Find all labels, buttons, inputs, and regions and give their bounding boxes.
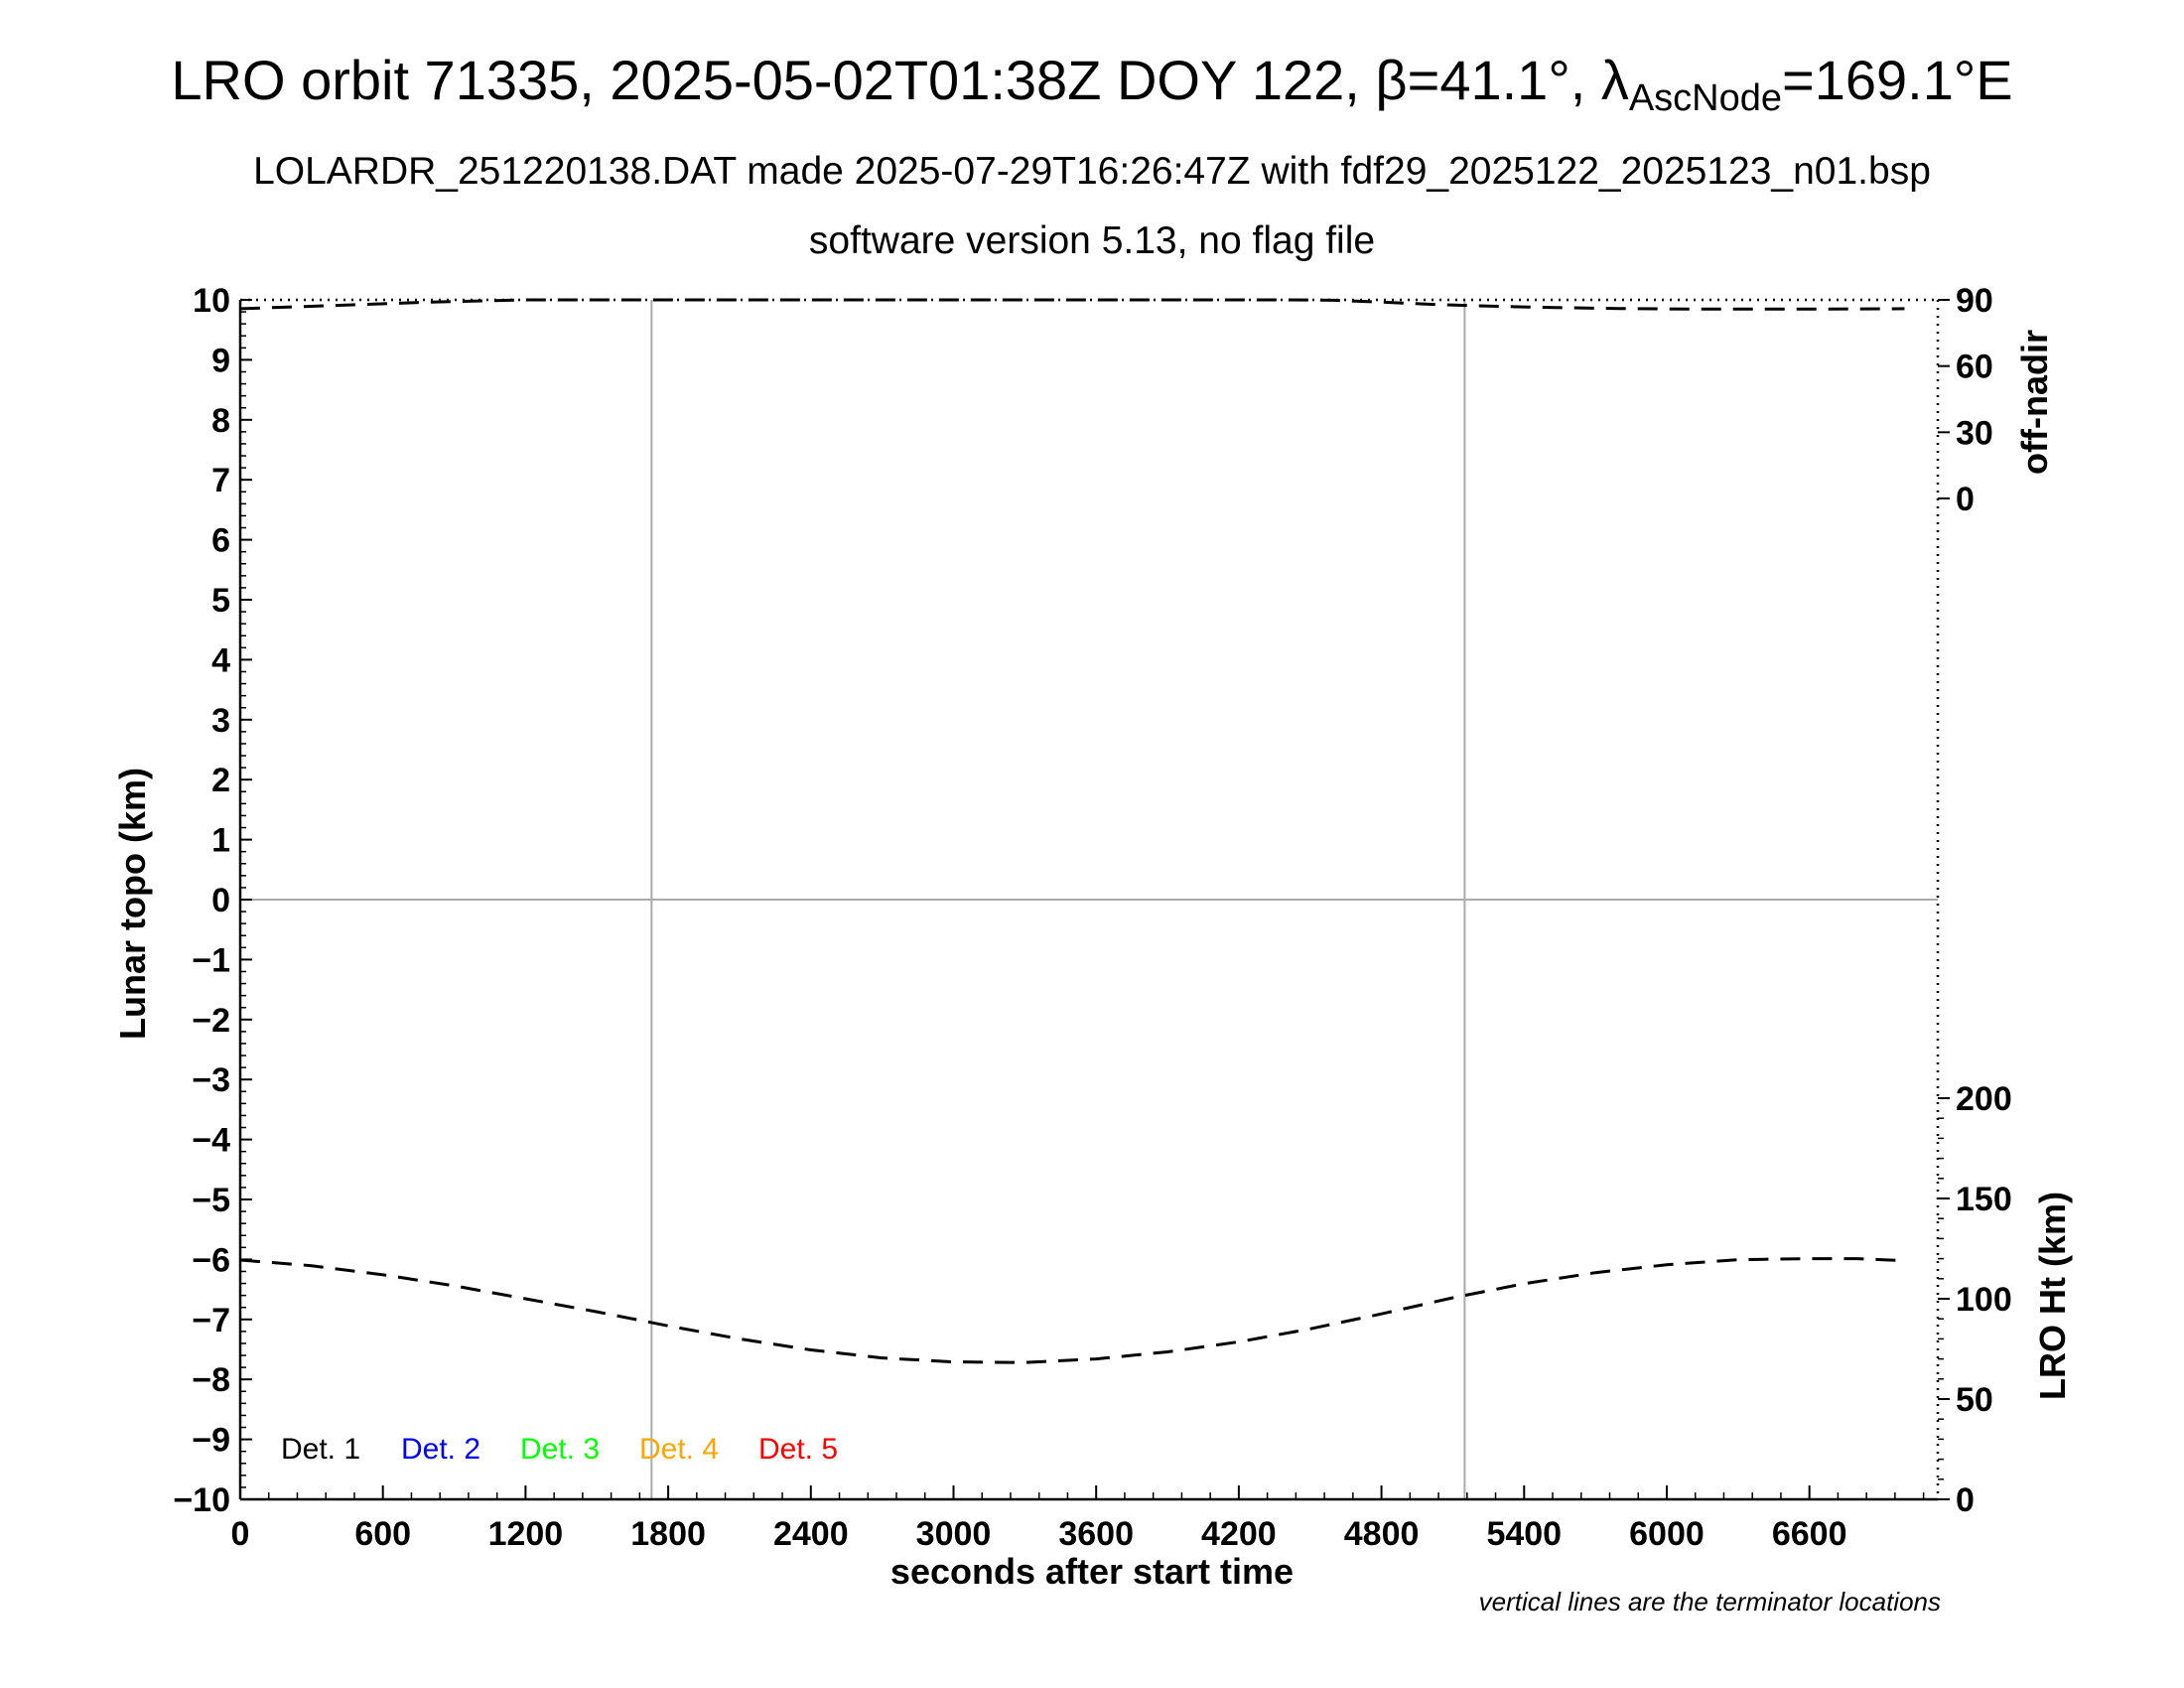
y-tick-label: 3 [211,702,230,740]
x-tick-label: 6600 [1772,1515,1847,1553]
off-nadir-series-line [239,298,1905,311]
chart-title-subscript: AscNode [1629,77,1782,119]
terminator-note: vertical lines are the terminator locati… [1479,1587,1941,1617]
y-tick-label: −1 [192,941,230,979]
y-tick-label: 9 [211,342,230,379]
x-tick-label: 3000 [916,1515,992,1553]
y-tick-label: 2 [211,762,230,799]
x-tick-label: 3600 [1058,1515,1134,1553]
x-tick-label: 4200 [1201,1515,1277,1553]
legend: Det. 1 Det. 2 Det. 3 Det. 4 Det. 5 [281,1433,838,1466]
x-tick-label: 2400 [773,1515,849,1553]
chart-title: LRO orbit 71335, 2025-05-02T01:38Z DOY 1… [171,49,2012,119]
x-axis-label: seconds after start time [890,1551,1294,1592]
height-tick-label: 150 [1956,1181,2012,1218]
y-tick-label: 0 [211,882,230,919]
chart-subtitle-2: software version 5.13, no flag file [809,219,1375,262]
off-nadir-axis-label: off-nadir [2014,330,2055,475]
y-tick-label: −2 [192,1002,230,1040]
height-tick-label: 50 [1956,1381,1993,1419]
x-tick-label: 1800 [630,1515,706,1553]
y-tick-label: −6 [192,1241,230,1279]
legend-entry-det-2: Det. 2 [401,1433,480,1466]
y-tick-label: −7 [192,1302,230,1339]
x-tick-label: 600 [354,1515,411,1553]
x-tick-label: 1200 [488,1515,564,1553]
y-tick-label: −8 [192,1361,230,1399]
off-nadir-tick-label: 30 [1956,414,1993,452]
y-tick-label: −5 [192,1182,230,1219]
y-tick-label: 8 [211,402,230,440]
height-tick-label: 0 [1956,1481,1975,1519]
x-tick-label: 4800 [1344,1515,1420,1553]
legend-entry-det-4: Det. 4 [639,1433,719,1466]
x-tick-label: 5400 [1486,1515,1562,1553]
y-tick-label: 5 [211,582,230,620]
legend-entry-det-3: Det. 3 [520,1433,600,1466]
x-tick-label: 6000 [1629,1515,1705,1553]
legend-entry-det-1: Det. 1 [281,1433,360,1466]
y-tick-label: −4 [192,1122,230,1160]
height-tick-label: 100 [1956,1281,2012,1319]
y-tick-label: −10 [173,1481,230,1519]
off-nadir-tick-label: 60 [1956,349,1993,386]
off-nadir-tick-label: 90 [1956,282,1993,320]
chart-subtitle-1: LOLARDR_251220138.DAT made 2025-07-29T16… [253,150,1931,193]
y-tick-label: 7 [211,462,230,499]
x-tick-label: 0 [231,1515,250,1553]
legend-entry-det-5: Det. 5 [758,1433,838,1466]
chart-title-end: =169.1°E [1782,49,2013,111]
y-axis-label: Lunar topo (km) [112,768,153,1040]
y-tick-label: 4 [211,641,230,679]
reference-lines [240,300,1938,1499]
y-tick-label: 10 [193,282,230,320]
chart-title-main: LRO orbit 71335, 2025-05-02T01:38Z DOY 1… [171,49,1628,111]
y-tick-label: 6 [211,522,230,560]
height-axis-label: LRO Ht (km) [2032,1192,2073,1400]
y-tick-label: 1 [211,822,230,860]
y-tick-label: −3 [192,1061,230,1099]
axes [238,298,1950,1501]
y-tick-label: −9 [192,1422,230,1460]
series-layer [239,298,1905,1364]
height-tick-label: 200 [1956,1080,2012,1118]
lro-height-series-line [239,1257,1905,1364]
off-nadir-tick-label: 0 [1956,481,1975,518]
